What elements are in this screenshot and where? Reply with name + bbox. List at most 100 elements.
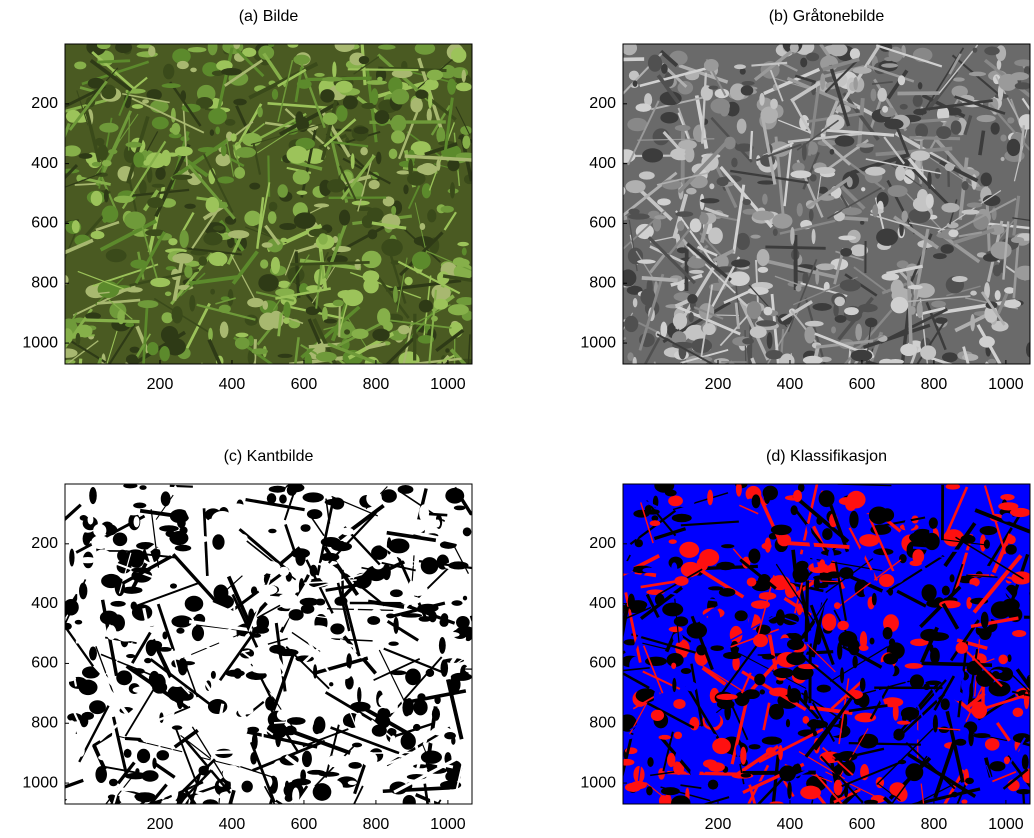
image-blob bbox=[748, 287, 769, 295]
image-blob bbox=[779, 765, 796, 781]
image-blob bbox=[793, 490, 802, 502]
image-blob bbox=[796, 561, 808, 570]
image-blob bbox=[89, 487, 97, 504]
image-blob bbox=[140, 622, 144, 640]
image-blob bbox=[110, 601, 125, 607]
image-blob bbox=[797, 203, 803, 217]
image-blob bbox=[462, 248, 467, 256]
image-blob bbox=[271, 257, 280, 274]
image-blob bbox=[445, 348, 449, 353]
image-blob bbox=[400, 596, 420, 605]
image-blob bbox=[179, 230, 188, 248]
image-blob bbox=[762, 737, 782, 745]
image-blob bbox=[121, 587, 142, 594]
image-blob bbox=[94, 549, 112, 565]
image-blob bbox=[664, 793, 671, 810]
image-blob bbox=[72, 220, 80, 233]
image-blob bbox=[803, 356, 823, 365]
image-blob bbox=[249, 183, 260, 190]
image-blob bbox=[865, 318, 877, 328]
image-blob bbox=[984, 540, 990, 549]
image-blob bbox=[335, 81, 352, 93]
image-blob bbox=[260, 259, 268, 268]
image-blob bbox=[735, 692, 750, 707]
image-blob bbox=[126, 142, 143, 148]
image-blob bbox=[908, 285, 923, 290]
image-blob bbox=[89, 647, 97, 661]
image-blob bbox=[926, 194, 934, 209]
image-blob bbox=[404, 277, 412, 286]
image-blob bbox=[939, 727, 949, 734]
image-blob bbox=[125, 733, 140, 750]
image-blob bbox=[941, 203, 959, 213]
y-tick-label: 200 bbox=[31, 535, 58, 552]
image-blob bbox=[741, 85, 754, 95]
image-blob bbox=[803, 690, 808, 705]
image-blob bbox=[729, 271, 750, 286]
image-blob bbox=[235, 333, 248, 338]
image-blob bbox=[828, 549, 834, 562]
image-blob bbox=[421, 557, 439, 574]
image-blob bbox=[361, 752, 377, 767]
y-tick-label: 1000 bbox=[22, 774, 58, 791]
image-blob bbox=[210, 129, 214, 136]
image-blob bbox=[262, 561, 280, 574]
image-blob bbox=[772, 213, 792, 228]
image-blob bbox=[941, 244, 954, 254]
image-blob bbox=[126, 354, 138, 364]
image-blob bbox=[152, 758, 156, 770]
image-blob bbox=[822, 528, 832, 540]
image-blob bbox=[76, 333, 81, 345]
image-blob bbox=[161, 326, 178, 344]
image-blob bbox=[269, 202, 278, 211]
image-blob bbox=[749, 744, 761, 749]
image-blob bbox=[133, 502, 146, 508]
image-blob bbox=[427, 70, 443, 81]
image-blob bbox=[171, 615, 192, 627]
image-blob bbox=[687, 258, 705, 268]
image-blob bbox=[354, 127, 369, 134]
image-blob bbox=[961, 679, 965, 690]
image-blob bbox=[672, 678, 676, 692]
image-blob bbox=[694, 748, 712, 753]
image-blob bbox=[673, 699, 685, 709]
image-blob bbox=[176, 628, 184, 634]
image-blob bbox=[184, 265, 192, 278]
image-blob bbox=[742, 81, 755, 85]
image-blob bbox=[872, 593, 877, 606]
image-blob bbox=[258, 274, 278, 292]
image-blob bbox=[773, 228, 778, 236]
x-tick-label: 400 bbox=[777, 376, 804, 393]
image-blob bbox=[451, 48, 466, 63]
image-blob bbox=[990, 761, 1006, 771]
image-blob bbox=[995, 290, 1001, 300]
image-blob bbox=[621, 41, 637, 56]
image-blob bbox=[800, 786, 821, 800]
image-blob bbox=[210, 289, 215, 295]
image-blob bbox=[362, 251, 382, 268]
image-blob bbox=[323, 113, 338, 125]
image-blob bbox=[327, 755, 348, 768]
image-blob bbox=[357, 687, 361, 703]
image-blob bbox=[74, 61, 86, 69]
image-blob bbox=[952, 276, 968, 282]
image-blob bbox=[724, 726, 729, 737]
image-blob bbox=[322, 77, 342, 82]
image-blob bbox=[389, 149, 398, 160]
image-blob bbox=[134, 792, 155, 801]
image-blob bbox=[671, 795, 690, 810]
image-blob bbox=[1000, 494, 1014, 500]
image-blob bbox=[451, 600, 462, 606]
image-blob bbox=[324, 319, 337, 324]
image-blob bbox=[717, 177, 729, 186]
image-blob bbox=[333, 300, 344, 307]
image-blob bbox=[731, 158, 737, 168]
y-tick-label: 200 bbox=[31, 95, 58, 112]
image-blob bbox=[750, 235, 760, 239]
image-blob bbox=[396, 170, 410, 174]
image-blob bbox=[635, 539, 643, 547]
image-blob bbox=[368, 229, 378, 239]
image-blob bbox=[710, 645, 723, 651]
image-blob bbox=[132, 104, 144, 109]
image-blob bbox=[966, 597, 972, 609]
